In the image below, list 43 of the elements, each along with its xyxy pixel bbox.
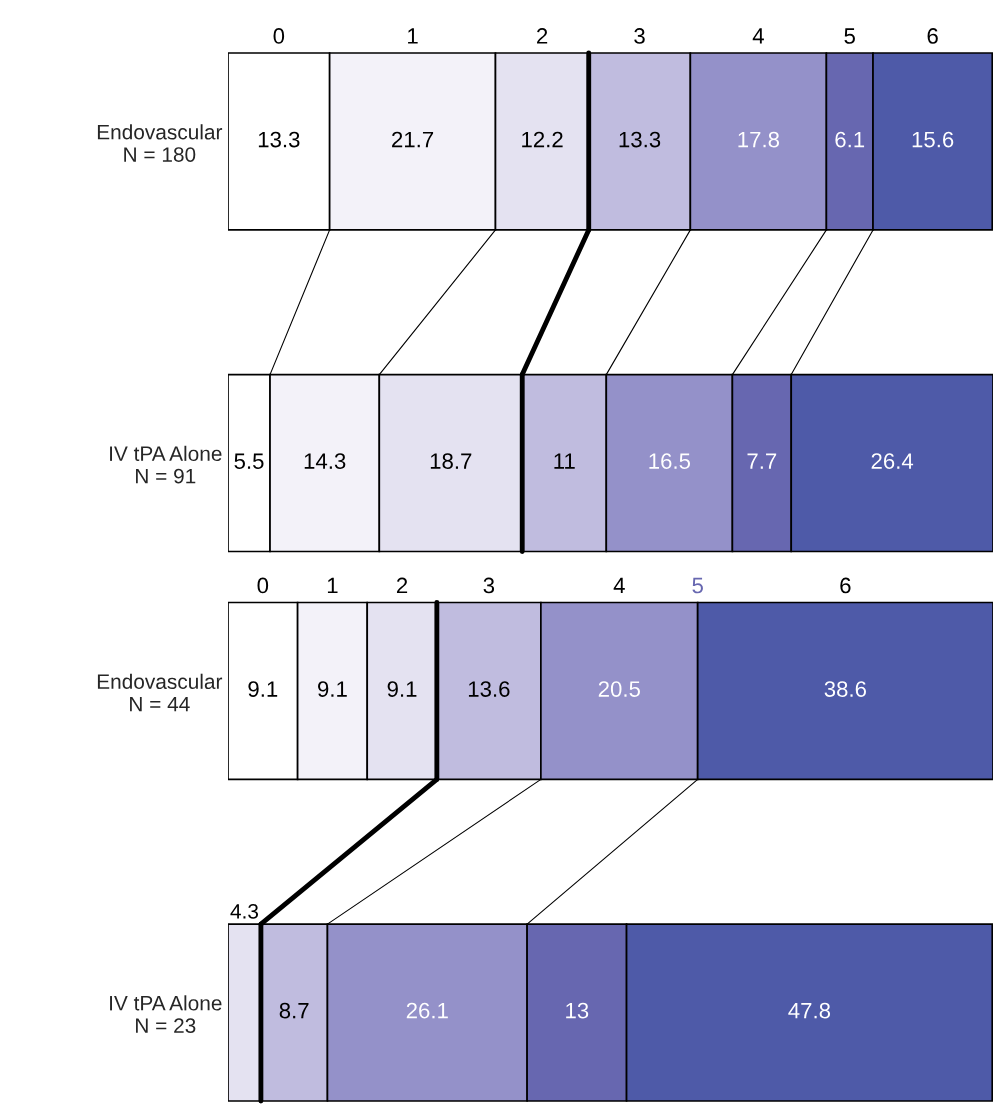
data-label: 13 bbox=[566, 1002, 589, 1019]
y-tick-label: Endovascular N = 44 bbox=[97, 673, 223, 712]
series-label: 6 bbox=[840, 577, 851, 594]
data-label: 18.7 bbox=[430, 453, 472, 469]
series-label: 3 bbox=[634, 28, 645, 44]
series-label: 1 bbox=[327, 577, 338, 594]
series-label: 4 bbox=[752, 28, 764, 44]
series-label: 0 bbox=[273, 28, 285, 44]
data-label: 20.5 bbox=[598, 681, 640, 697]
data-label: 26.1 bbox=[406, 1002, 448, 1019]
y-tick-label: Endovascular N = 180 bbox=[97, 124, 223, 162]
data-label: 6.1 bbox=[835, 131, 865, 148]
data-label: 9.1 bbox=[318, 681, 347, 697]
data-label: 7.7 bbox=[747, 453, 777, 469]
data-label: 16.5 bbox=[649, 453, 691, 469]
series-label: 2 bbox=[537, 28, 548, 44]
data-label: 11 bbox=[554, 453, 575, 469]
y-tick-label: IV tPA Alone N = 91 bbox=[110, 445, 222, 484]
series-label: 1 bbox=[408, 28, 418, 44]
data-label: 21.7 bbox=[392, 131, 434, 148]
data-label: 4.3 bbox=[230, 903, 259, 919]
series-label: 4 bbox=[613, 577, 625, 594]
text: 5 bbox=[692, 577, 703, 594]
data-label: 12.2 bbox=[522, 131, 563, 148]
series-label: 6 bbox=[927, 28, 938, 44]
data-label: 8.7 bbox=[279, 1002, 309, 1019]
data-label: 13.3 bbox=[258, 131, 300, 148]
series-label: 3 bbox=[483, 577, 495, 594]
data-label: 13.3 bbox=[619, 131, 661, 148]
series-label: 2 bbox=[396, 577, 408, 594]
data-label: 17.8 bbox=[738, 131, 780, 148]
data-label: 9.1 bbox=[248, 681, 278, 697]
data-label: 5.5 bbox=[234, 453, 264, 469]
series-label: 0 bbox=[257, 577, 269, 594]
y-tick-label: IV tPA Alone N = 23 bbox=[110, 995, 222, 1034]
data-label: 47.8 bbox=[788, 1002, 831, 1019]
data-label: 26.4 bbox=[871, 453, 914, 469]
data-label: 15.6 bbox=[912, 131, 954, 148]
series-label: 5 bbox=[844, 28, 855, 44]
data-label: 9.1 bbox=[387, 681, 417, 697]
data-label: 38.6 bbox=[824, 681, 867, 697]
data-label: 13.6 bbox=[468, 681, 510, 697]
data-label: 14.3 bbox=[304, 453, 346, 469]
